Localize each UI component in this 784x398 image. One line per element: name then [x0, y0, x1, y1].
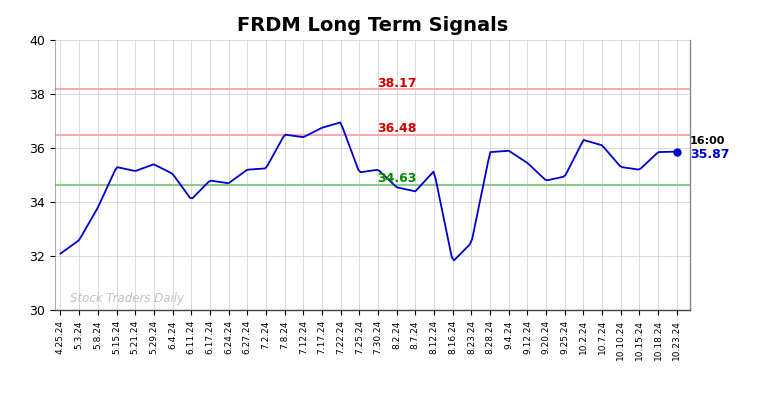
Title: FRDM Long Term Signals: FRDM Long Term Signals — [237, 16, 508, 35]
Text: 35.87: 35.87 — [690, 148, 729, 160]
Text: Stock Traders Daily: Stock Traders Daily — [70, 292, 183, 305]
Text: 34.63: 34.63 — [377, 172, 416, 185]
Text: 36.48: 36.48 — [377, 122, 416, 135]
Text: 16:00: 16:00 — [690, 136, 725, 146]
Text: 38.17: 38.17 — [377, 77, 416, 90]
